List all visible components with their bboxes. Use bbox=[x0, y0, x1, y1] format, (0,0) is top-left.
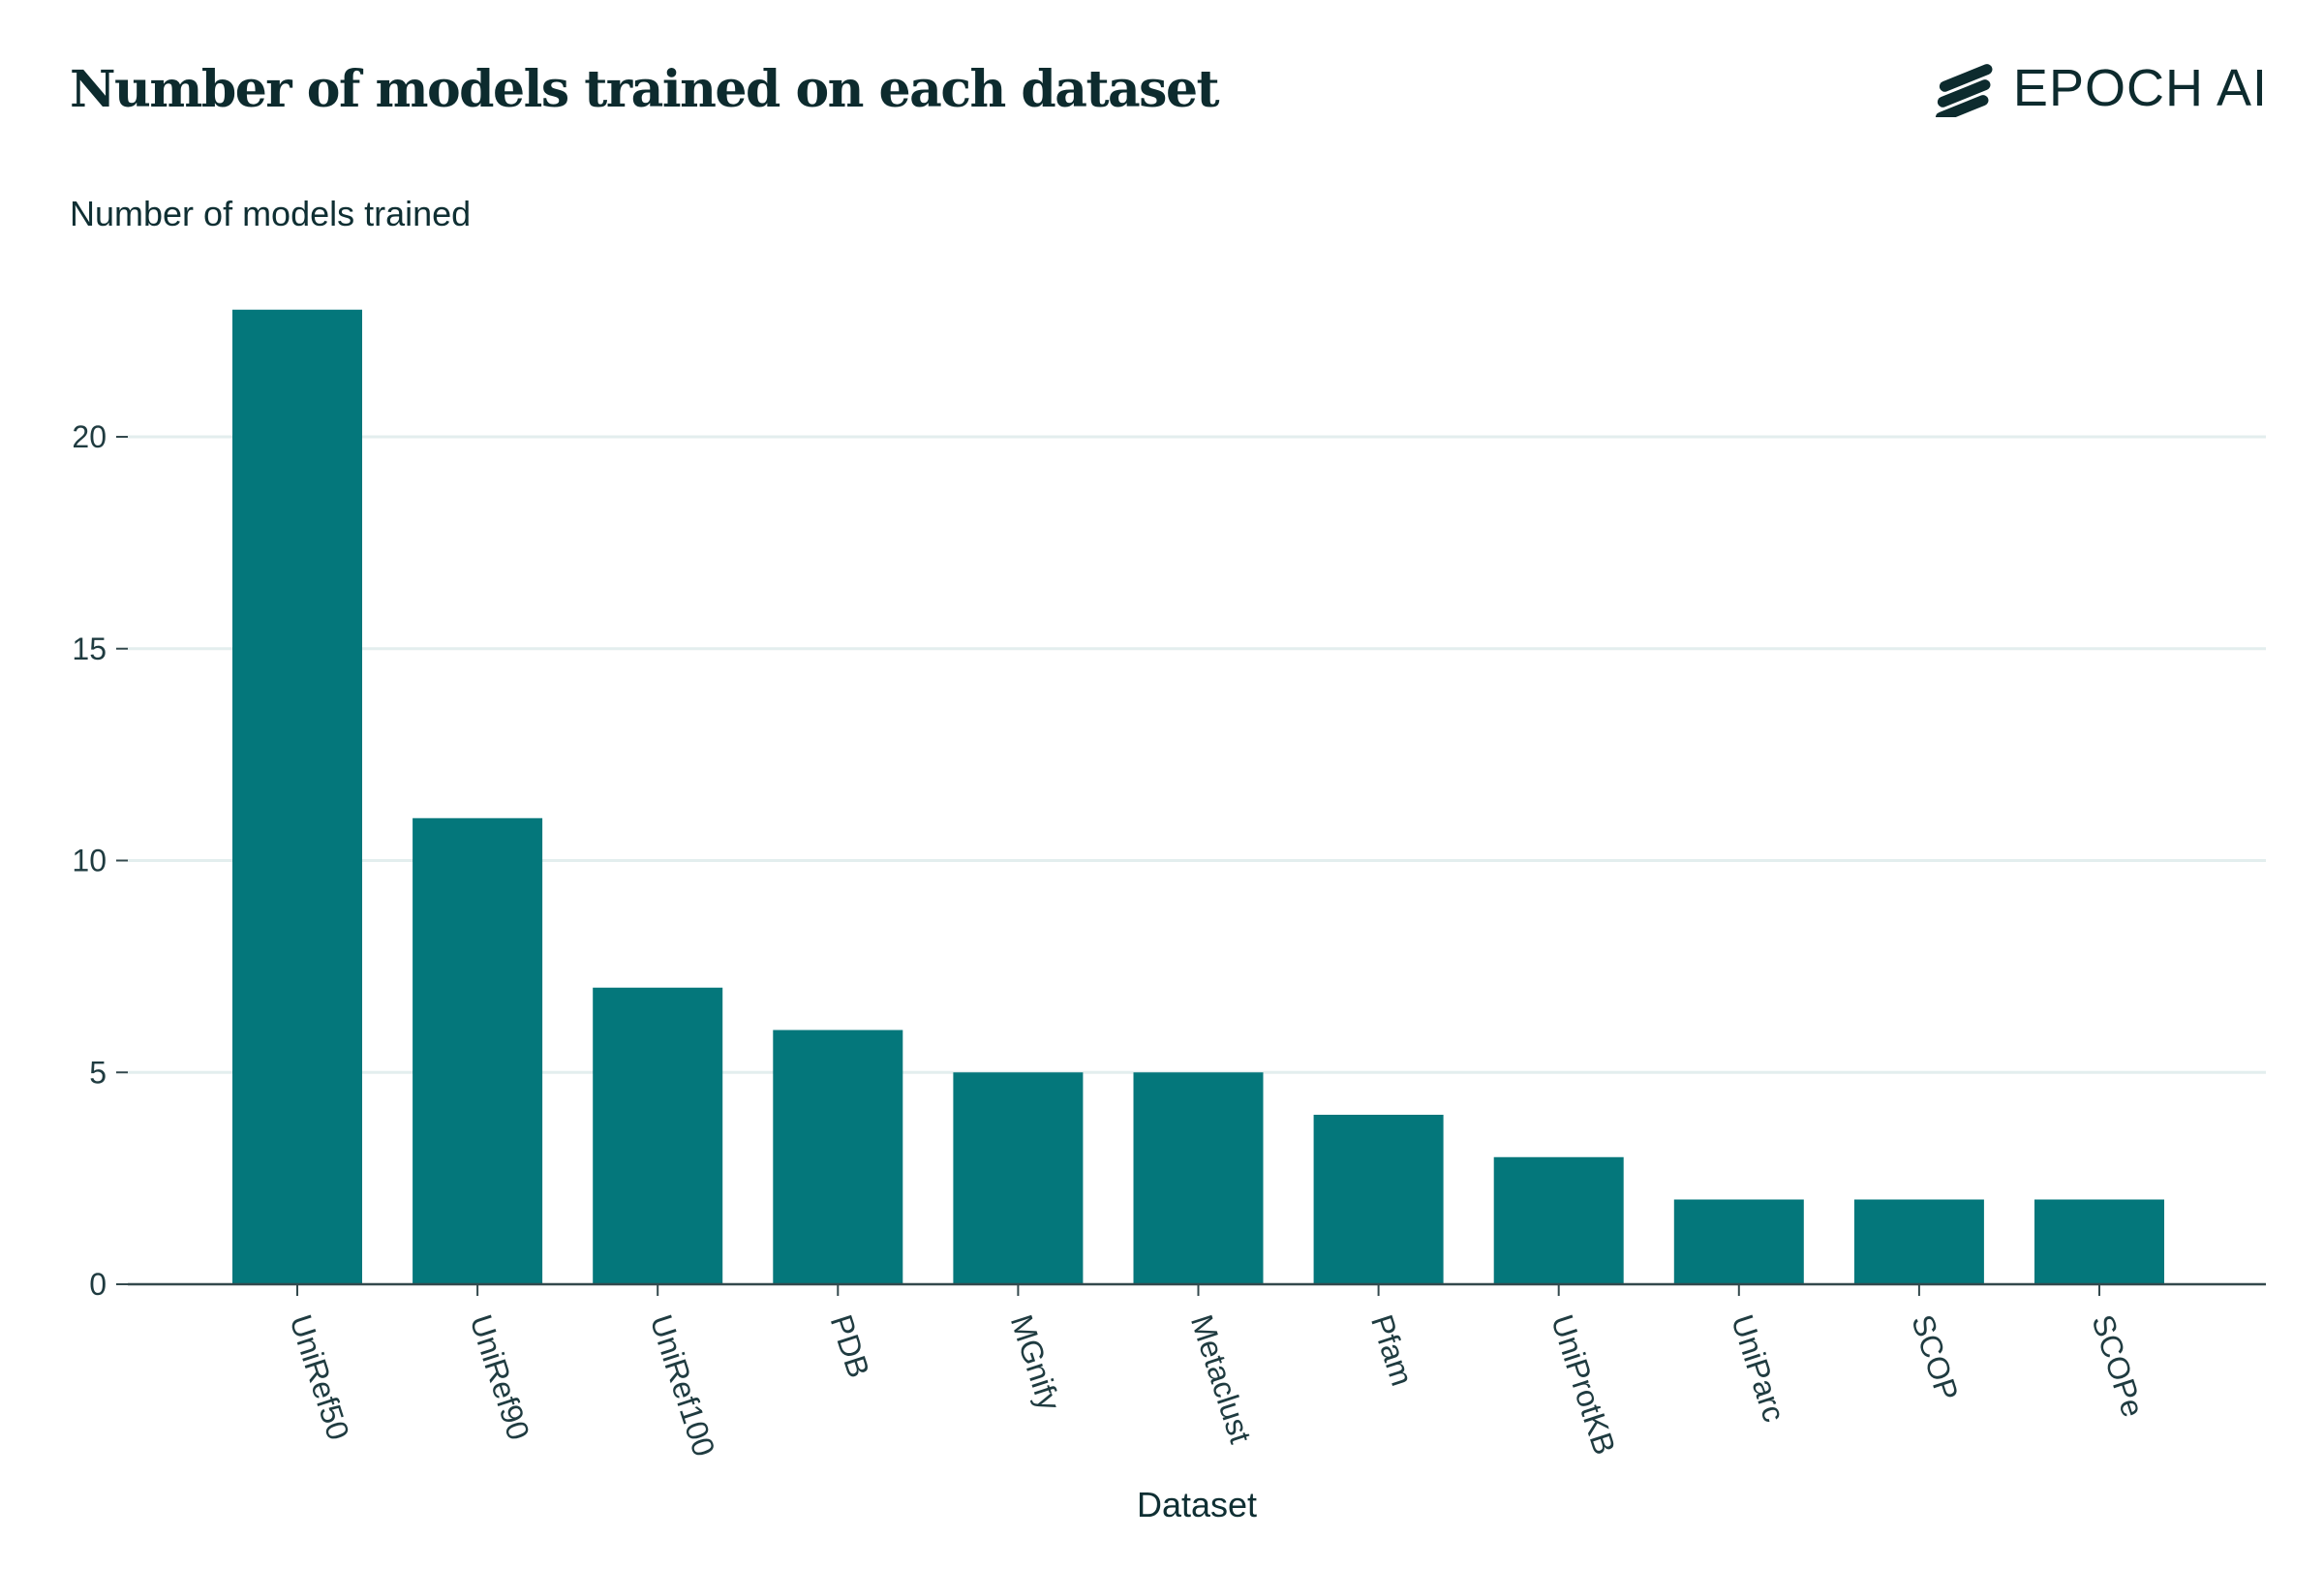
y-tick-label-5: 5 bbox=[89, 1055, 107, 1090]
x-tick-label-pfam: Pfam bbox=[1364, 1310, 1420, 1390]
epoch-stripes-icon bbox=[1935, 64, 1993, 117]
chart-title: Number of models trained on each dataset bbox=[70, 60, 1220, 119]
epoch-logo: EPOCH AI bbox=[1934, 58, 2268, 118]
bars bbox=[232, 309, 2164, 1284]
y-tick-label-20: 20 bbox=[72, 419, 107, 454]
x-tick-label-uniparc: UniParc bbox=[1725, 1310, 1791, 1426]
bar-mgnify bbox=[953, 1072, 1084, 1284]
x-tick-label-pdb: PDB bbox=[824, 1310, 877, 1382]
bar-scope bbox=[2034, 1199, 2164, 1284]
x-tick-label-uniref100: UniRef100 bbox=[644, 1310, 722, 1461]
x-tick-label-metaclust: Metaclust bbox=[1184, 1310, 1259, 1447]
logo-text: EPOCH AI bbox=[2012, 59, 2268, 117]
y-axis-title: Number of models trained bbox=[70, 194, 472, 233]
x-axis-title: Dataset bbox=[1137, 1485, 1257, 1524]
x-tick-label-uniref90: UniRef90 bbox=[463, 1310, 535, 1444]
bar-pdb bbox=[773, 1030, 903, 1284]
axes: 0 5 10 15 20 UniRef50 UniRef90 UniRef100 PDB MGni… bbox=[72, 419, 2266, 1461]
x-tick-label-uniref50: UniRef50 bbox=[283, 1310, 355, 1444]
x-tick-label-uniprotkb: UniProtKB bbox=[1544, 1310, 1622, 1459]
bar-uniref90 bbox=[413, 817, 543, 1284]
bar-uniref50 bbox=[232, 309, 362, 1284]
x-tick-label-mgnify: MGnify bbox=[1004, 1310, 1068, 1415]
bar-uniprotkb bbox=[1493, 1156, 1624, 1284]
x-tick-label-scop: SCOP bbox=[1905, 1310, 1965, 1404]
bar-scop bbox=[1853, 1199, 1984, 1284]
bar-pfam bbox=[1313, 1115, 1444, 1284]
y-tick-label-15: 15 bbox=[72, 631, 107, 666]
y-tick-label-0: 0 bbox=[89, 1267, 107, 1302]
bar-uniparc bbox=[1673, 1199, 1804, 1284]
bar-metaclust bbox=[1133, 1072, 1264, 1284]
y-tick-label-10: 10 bbox=[72, 844, 107, 878]
bar-uniref100 bbox=[593, 987, 723, 1284]
x-tick-label-scope: SCOPe bbox=[2085, 1310, 2151, 1421]
